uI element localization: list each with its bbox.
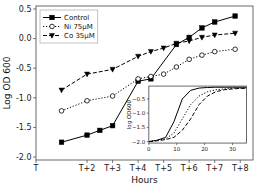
x-tick-label: 0 (147, 146, 151, 152)
y-tick-label: −2.0 (132, 139, 146, 145)
inset-series-line (149, 88, 247, 141)
x-tick (36, 160, 37, 163)
data-point (174, 65, 179, 70)
legend: ControlNi 75μMCo 35μM (40, 10, 98, 43)
x-tick-label: T (33, 164, 39, 173)
data-point (59, 88, 64, 93)
data-point (199, 35, 204, 40)
y-tick-label: −1.0 (132, 110, 146, 116)
x-tick (112, 160, 113, 163)
legend-frame (40, 10, 98, 43)
x-tick (163, 160, 164, 163)
x-tick (87, 160, 88, 163)
data-point (187, 57, 192, 62)
y-tick (147, 127, 149, 128)
x-tick-label: T+7 (205, 164, 223, 173)
background (0, 0, 259, 189)
y-tick-label: −1.5 (132, 124, 146, 130)
legend-marker (49, 33, 54, 38)
y-tick (33, 157, 36, 158)
x-tick-label: 20 (201, 146, 208, 152)
legend-label: Ni 75μM (64, 23, 93, 31)
inset-series-line (149, 87, 247, 141)
plot-frame (149, 86, 247, 143)
chart: T T+2 T+3 T+4 T+5 T+6 T+7 T+8 -2.0 -1.5 -1.0 -0.5 0.… (0, 0, 259, 189)
data-point (136, 54, 141, 59)
data-point (59, 140, 64, 145)
legend-marker (50, 15, 55, 20)
x-tick-label: 10 (173, 146, 180, 152)
y-tick (33, 97, 36, 98)
y-tick-label: 0.0 (19, 34, 32, 43)
y-tick (33, 68, 36, 69)
inset-series-line (149, 88, 247, 142)
data-point (85, 98, 90, 103)
legend-label: Co 35μM (64, 32, 95, 40)
inset-chart: 0 10 20 30 −2.0 −1.5 −1.0 −0.5log OD600 (126, 86, 246, 151)
inset-background (149, 86, 247, 143)
data-point (98, 128, 103, 133)
data-point (200, 53, 205, 58)
x-axis-label: Hours (131, 175, 158, 185)
x-tick-label: T+6 (180, 164, 198, 173)
y-tick (147, 113, 149, 114)
legend-marker (50, 24, 55, 29)
y-tick (147, 98, 149, 99)
main-chart: T T+2 T+3 T+4 T+5 T+6 T+7 T+8 -2.0 -1.5 -1.0 -0.5 0.… (2, 5, 253, 185)
data-point (174, 41, 179, 46)
x-tick-label: T+8 (231, 164, 249, 173)
plot-frame (36, 6, 253, 160)
data-point (212, 33, 217, 38)
data-point (161, 72, 166, 77)
data-point (136, 77, 141, 82)
y-tick (147, 141, 149, 142)
data-point (110, 67, 115, 72)
x-tick-label: 30 (229, 146, 236, 152)
data-point (212, 20, 217, 25)
y-tick-label: 0.5 (19, 5, 32, 14)
x-tick (214, 160, 215, 163)
inset-plot-area (149, 87, 247, 141)
data-point (233, 47, 238, 52)
y-tick (33, 8, 36, 9)
data-point (148, 50, 153, 55)
data-point (233, 31, 238, 36)
y-tick (33, 127, 36, 128)
legend-items: ControlNi 75μMCo 35μM (43, 14, 95, 40)
x-tick-label: T+4 (129, 164, 147, 173)
data-point (110, 94, 115, 99)
data-point (161, 46, 166, 51)
y-tick-label: −0.5 (132, 96, 146, 102)
data-point (233, 14, 238, 19)
y-tick-label: -2.0 (16, 153, 32, 162)
x-tick (240, 160, 241, 163)
x-tick (189, 160, 190, 163)
data-point (187, 39, 192, 44)
data-point (110, 123, 115, 128)
y-tick-label: -1.5 (16, 123, 32, 132)
x-tick-label: T+2 (78, 164, 96, 173)
data-point (85, 133, 90, 138)
y-tick-label: -1.0 (16, 94, 32, 103)
x-tick-label: T+5 (154, 164, 172, 173)
x-tick-label: T+3 (103, 164, 121, 173)
data-point (85, 72, 90, 77)
data-point (212, 49, 217, 54)
data-point (59, 109, 64, 114)
data-point (149, 74, 154, 79)
data-point (200, 26, 205, 31)
data-point (174, 42, 179, 47)
y-tick-label: -0.5 (16, 64, 32, 73)
y-tick (33, 38, 36, 39)
legend-label: Control (64, 14, 89, 22)
x-tick (138, 160, 139, 163)
y-axis-label: Log OD 600 (2, 56, 12, 109)
inset-y-axis-label: log OD600 (126, 99, 133, 129)
